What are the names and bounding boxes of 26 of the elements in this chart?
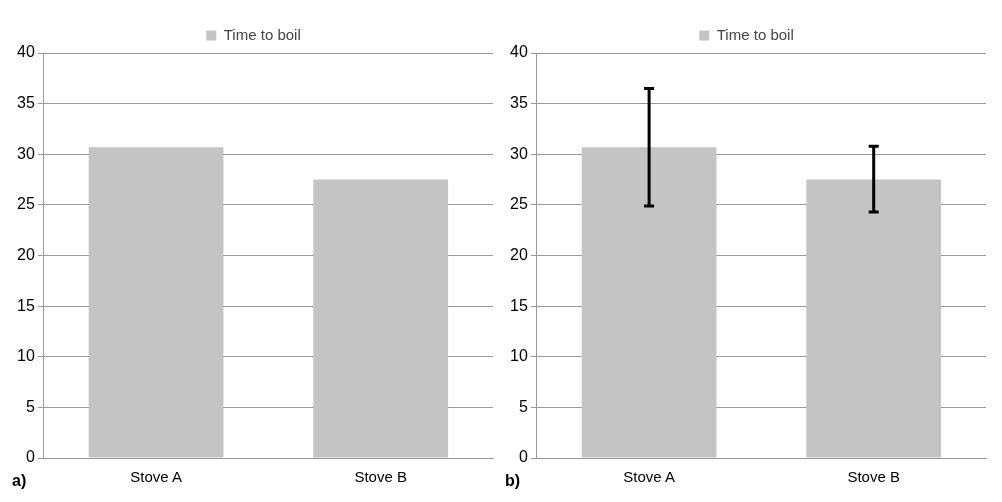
x-tick-label: Stove A: [130, 468, 182, 486]
y-tick-label: 30: [510, 144, 528, 162]
y-tick-label: 20: [510, 245, 528, 263]
legend-label: Time to boil: [223, 25, 301, 43]
text: a): [12, 472, 27, 490]
y-tick-label: 40: [510, 43, 528, 61]
y-tick-label: 15: [510, 296, 528, 314]
y-tick-label: 35: [510, 94, 528, 112]
y-tick-label: 20: [17, 245, 35, 263]
y-tick-label: 0: [25, 448, 35, 466]
text: b): [505, 472, 521, 490]
y-tick-label: 30: [17, 144, 35, 162]
x-tick-label: Stove B: [847, 468, 900, 486]
y-tick-label: 15: [17, 296, 35, 314]
y-tick-label: 10: [17, 347, 35, 365]
y-tick-label: 40: [17, 43, 35, 61]
x-tick-label: Stove A: [623, 468, 675, 486]
legend-label: Time to boil: [716, 25, 794, 43]
y-tick-label: 5: [518, 397, 528, 415]
y-tick-label: 25: [17, 195, 35, 213]
y-tick-label: 10: [510, 347, 528, 365]
x-tick-label: Stove B: [354, 468, 407, 486]
y-tick-label: 35: [17, 94, 35, 112]
y-tick-label: 25: [510, 195, 528, 213]
y-tick-label: 0: [518, 448, 528, 466]
y-tick-label: 5: [25, 397, 35, 415]
